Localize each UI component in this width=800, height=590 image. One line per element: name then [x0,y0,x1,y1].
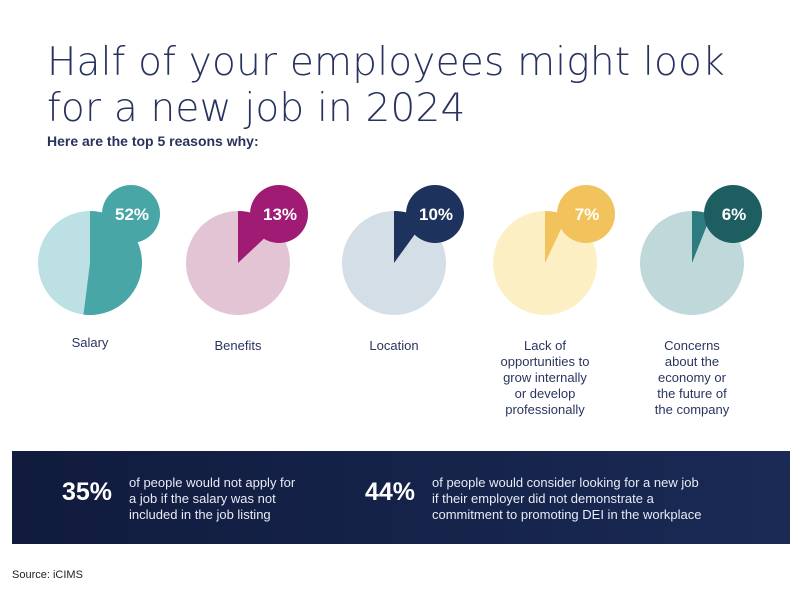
value-badge [406,185,464,243]
category-label: Benefits [173,338,303,354]
value-badge [102,185,160,243]
data-label: 13% [263,205,297,224]
category-label: Salary [25,335,155,351]
data-label: 52% [115,205,149,224]
page-title: Half of your employees might look for a … [47,40,725,132]
stat-text-line: of people would not apply for [129,475,296,490]
value-badge [250,185,308,243]
data-label: 10% [419,205,453,224]
category-label: Lack of opportunities to grow internally or… [480,338,610,418]
category-label-line: about the [664,354,720,369]
title-line-1: Half of your employees might look [47,40,725,86]
category-label-line: economy or [658,370,726,385]
category-label-line: Benefits [214,338,262,353]
stat-text-line: of people would consider looking for a n… [432,475,699,490]
category-label-line: Concerns [664,338,720,353]
category-label-line: Location [369,338,419,353]
category-label-line: professionally [505,402,585,417]
data-label: 6% [722,205,747,224]
category-label-line: or develop [514,386,576,401]
stats-banner: 35% of people would not apply for a job … [12,451,790,544]
stat-text-line: a job if the salary was not [129,491,276,506]
category-label-line: Lack of [524,338,566,353]
category-label-line: Salary [71,335,109,350]
stat-value: 35% [62,478,113,506]
category-label: Location [329,338,459,354]
data-label: 7% [575,205,600,224]
pie-lack: 7% [493,185,615,315]
pie-benefits: 13% [186,185,308,315]
pie-charts: 52% 13% 10% 7% 6% [38,185,762,315]
value-badge [704,185,762,243]
value-badge [557,185,615,243]
category-label-line: opportunities to [500,354,590,369]
stat-text-line: commitment to promoting DEI in the workp… [432,507,702,522]
pie-concerns: 6% [640,185,762,315]
source-note: Source: iCIMS [12,569,83,581]
category-label-line: the future of [657,386,727,401]
category-label: Concerns about the economy or the future of… [627,338,757,418]
category-label-line: grow internally [503,370,587,385]
pie-salary: 52% [38,185,160,315]
title-line-2: for a new job in 2024 [47,86,466,132]
stat-text: of people would consider looking for a n… [432,475,702,523]
stat-text-line: if their employer did not demonstrate a [432,491,654,506]
stat-text-line: included in the job listing [129,507,271,522]
stat-text: of people would not apply for a job if t… [129,475,295,523]
stat-value: 44% [365,478,416,506]
subtitle: Here are the top 5 reasons why: [47,133,259,149]
category-label-line: the company [654,402,730,417]
pie-location: 10% [342,185,464,315]
